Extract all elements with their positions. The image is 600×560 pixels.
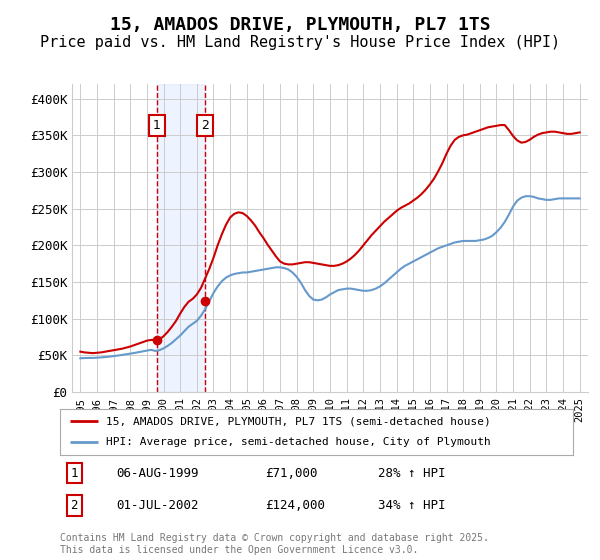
Bar: [157, 84, 205, 392]
Text: £71,000: £71,000: [265, 466, 318, 479]
Text: 2: 2: [71, 500, 78, 512]
Text: 06-AUG-1999: 06-AUG-1999: [116, 466, 199, 479]
Text: Price paid vs. HM Land Registry's House Price Index (HPI): Price paid vs. HM Land Registry's House …: [40, 35, 560, 50]
Text: £124,000: £124,000: [265, 500, 325, 512]
Text: 15, AMADOS DRIVE, PLYMOUTH, PL7 1TS: 15, AMADOS DRIVE, PLYMOUTH, PL7 1TS: [110, 16, 490, 34]
Text: HPI: Average price, semi-detached house, City of Plymouth: HPI: Average price, semi-detached house,…: [106, 437, 491, 447]
Text: Contains HM Land Registry data © Crown copyright and database right 2025.
This d: Contains HM Land Registry data © Crown c…: [60, 533, 489, 555]
Text: 34% ↑ HPI: 34% ↑ HPI: [378, 500, 446, 512]
Text: 2: 2: [201, 119, 209, 132]
Text: 01-JUL-2002: 01-JUL-2002: [116, 500, 199, 512]
Text: 15, AMADOS DRIVE, PLYMOUTH, PL7 1TS (semi-detached house): 15, AMADOS DRIVE, PLYMOUTH, PL7 1TS (sem…: [106, 416, 491, 426]
Text: 1: 1: [71, 466, 78, 479]
Text: 28% ↑ HPI: 28% ↑ HPI: [378, 466, 446, 479]
Text: 1: 1: [153, 119, 161, 132]
